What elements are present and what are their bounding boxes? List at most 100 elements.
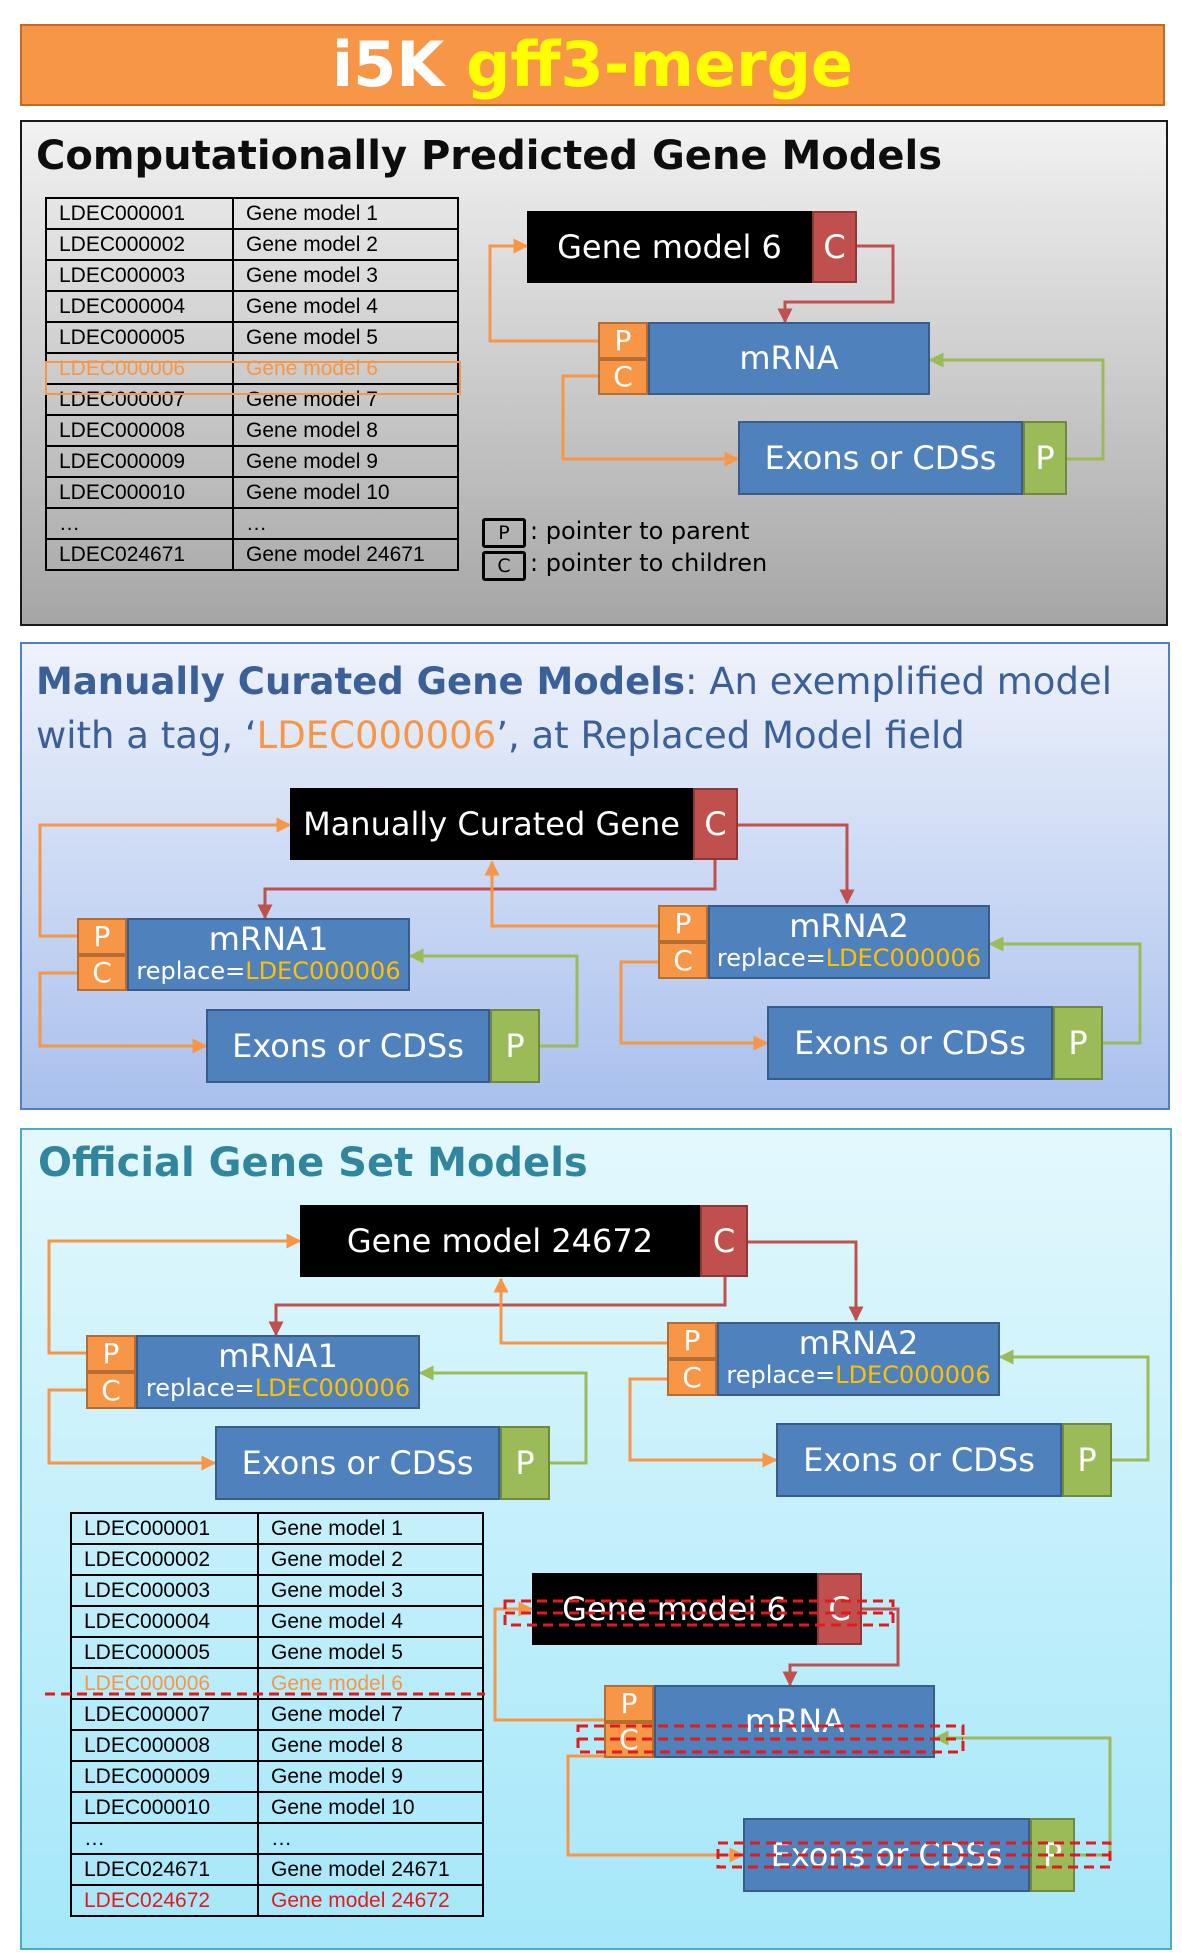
gene-id-cell: LDEC000008 [70, 1729, 259, 1762]
gene-id-cell: LDEC000009 [45, 445, 234, 478]
title-i5k: i5K [331, 28, 445, 101]
gene-name-cell: Gene model 8 [257, 1729, 484, 1762]
s3-child-arrow-gene-to-mrna2 [748, 1240, 864, 1322]
s3-parent-arrow-mrna1-to-gene [47, 1233, 302, 1355]
official-gene-table: LDEC000001 Gene model 1 LDEC000002 Gene mod… [70, 1512, 484, 1917]
table-row: LDEC000009 Gene model 9 [45, 445, 459, 478]
gene-id-cell: LDEC000002 [70, 1543, 259, 1576]
table-row: LDEC000001 Gene model 1 [70, 1512, 484, 1545]
s1-exons-box: Exons or CDSs [738, 421, 1023, 495]
s3-mrna2-box: mRNA2 replace=LDEC000006 [717, 1322, 1000, 1396]
gene-name-cell: Gene model 9 [257, 1760, 484, 1793]
predicted-gene-table: LDEC000001 Gene model 1 LDEC000002 Gene mod… [45, 197, 459, 571]
gene-name-cell: Gene model 3 [257, 1574, 484, 1607]
removed-gene-box: Gene model 6 [532, 1573, 817, 1645]
s3-child-arrow-mrna1-to-exons [47, 1388, 217, 1471]
title-gff3-merge: gff3-merge [465, 28, 854, 101]
table-row: LDEC024671 Gene model 24671 [45, 538, 459, 571]
legend-children-key: C [482, 551, 526, 581]
s1-child-arrow-mrna-to-exons [561, 374, 740, 467]
s1-mrna-parent-pointer: P [598, 322, 648, 359]
section2-title-line2b: ’, at Replaced Model field [496, 714, 965, 757]
s2-parent-arrow-exons2-to-mrna2 [988, 936, 1142, 1045]
gene-id-cell: LDEC000005 [45, 321, 234, 354]
table-row: LDEC000009 Gene model 9 [70, 1760, 484, 1793]
s2-mrna1-box: mRNA1 replace=LDEC000006 [127, 918, 410, 991]
gene-id-cell: LDEC024671 [70, 1853, 259, 1886]
s3-gene-child-pointer: C [700, 1205, 748, 1277]
gene-name-cell: Gene model 3 [232, 259, 459, 292]
s3-mrna2-child-pointer: C [667, 1359, 717, 1396]
table-row: LDEC000005 Gene model 5 [70, 1636, 484, 1669]
s2-exons2-parent-pointer: P [1053, 1006, 1103, 1080]
section2-title-tag: LDEC000006 [256, 714, 497, 757]
s2-mrna1-replace-prefix: replace= [136, 957, 246, 985]
table-row: LDEC000002 Gene model 2 [45, 228, 459, 261]
table-row: LDEC024671 Gene model 24671 [70, 1853, 484, 1886]
s2-mrna1-replace: replace=LDEC000006 [129, 958, 408, 984]
s2-exons1-box: Exons or CDSs [206, 1009, 490, 1083]
table-row: LDEC000007 Gene model 7 [70, 1698, 484, 1731]
s2-mrna1-parent-pointer: P [77, 918, 127, 955]
section2-title-rest: : An exemplified model [684, 660, 1112, 703]
s2-mrna2-child-pointer: C [658, 942, 708, 979]
gene-name-cell: Gene model 5 [257, 1636, 484, 1669]
s3-mrna2-parent-pointer: P [667, 1322, 717, 1359]
s2-mrna2-replace-tag: LDEC000006 [825, 944, 982, 972]
gene-name-cell: … [232, 507, 459, 540]
s2-mrna2-replace: replace=LDEC000006 [710, 945, 988, 971]
gene-name-cell: Gene model 4 [232, 290, 459, 323]
s3-exons2-parent-pointer: P [1062, 1423, 1112, 1497]
gene-id-cell: LDEC000001 [70, 1512, 259, 1545]
s2-child-arrow-mrna1-to-exons [38, 971, 208, 1054]
table-row: LDEC000002 Gene model 2 [70, 1543, 484, 1576]
gene-id-cell: … [70, 1822, 259, 1855]
gene-name-cell: Gene model 9 [232, 445, 459, 478]
removed-mrna-box: mRNA [654, 1685, 935, 1758]
section2-title-bold: Manually Curated Gene Models [36, 660, 685, 703]
removed-exons-parent-pointer: P [1030, 1818, 1075, 1892]
gene-id-cell: LDEC024671 [45, 538, 234, 571]
s3-mrna1-replace: replace=LDEC000006 [138, 1375, 418, 1401]
gene-id-cell: LDEC000005 [70, 1636, 259, 1669]
table-row: LDEC000003 Gene model 3 [70, 1574, 484, 1607]
gene-name-cell: Gene model 10 [232, 476, 459, 509]
s3-mrna2-label: mRNA2 [798, 1324, 919, 1362]
s2-child-arrow-gene-to-mrna1 [257, 860, 717, 920]
s1-mrna-box: mRNA [648, 322, 930, 395]
selected-row-highlight [45, 361, 461, 395]
gene-name-cell: Gene model 2 [257, 1543, 484, 1576]
gene-name-cell: Gene model 24671 [257, 1853, 484, 1886]
section1-title: Computationally Predicted Gene Models [36, 133, 943, 179]
table-row: LDEC000001 Gene model 1 [45, 197, 459, 230]
s3-exons1-box: Exons or CDSs [215, 1426, 500, 1500]
legend-parent-key: P [482, 518, 526, 548]
removed-child-arrow-mrna-to-exons [566, 1754, 745, 1863]
table-row: LDEC000008 Gene model 8 [45, 414, 459, 447]
s3-mrna1-replace-prefix: replace= [145, 1374, 255, 1402]
s1-parent-arrow-mrna-to-gene [488, 238, 598, 343]
s3-child-arrow-mrna2-to-exons [628, 1377, 778, 1468]
table-row: LDEC000010 Gene model 10 [45, 476, 459, 509]
s3-mrna1-box: mRNA1 replace=LDEC000006 [136, 1335, 420, 1409]
s2-child-arrow-gene-to-mrna2 [738, 823, 855, 905]
removed-child-arrow-gene-to-mrna [782, 1607, 900, 1687]
gene-id-cell: LDEC000008 [45, 414, 234, 447]
s1-mrna-child-pointer: C [598, 359, 648, 395]
gene-name-cell: Gene model 8 [232, 414, 459, 447]
legend-children-text: : pointer to children [530, 549, 768, 577]
s2-mrna1-label: mRNA1 [208, 920, 329, 958]
s3-parent-arrow-mrna2-to-gene [493, 1277, 667, 1345]
s2-mrna2-box: mRNA2 replace=LDEC000006 [708, 905, 990, 979]
gene-name-cell: Gene model 7 [257, 1698, 484, 1731]
gene-name-cell: Gene model 1 [257, 1512, 484, 1545]
legend-parent-text: : pointer to parent [530, 517, 750, 545]
s1-parent-arrow-exons-to-mrna [928, 352, 1105, 461]
gene-name-cell: … [257, 1822, 484, 1855]
gene-name-cell: Gene model 24671 [232, 538, 459, 571]
table-row: LDEC000003 Gene model 3 [45, 259, 459, 292]
s2-child-arrow-mrna2-to-exons [619, 960, 769, 1051]
gene-id-cell: LDEC024672 [70, 1884, 259, 1917]
s3-gene-box: Gene model 24672 [300, 1205, 700, 1277]
